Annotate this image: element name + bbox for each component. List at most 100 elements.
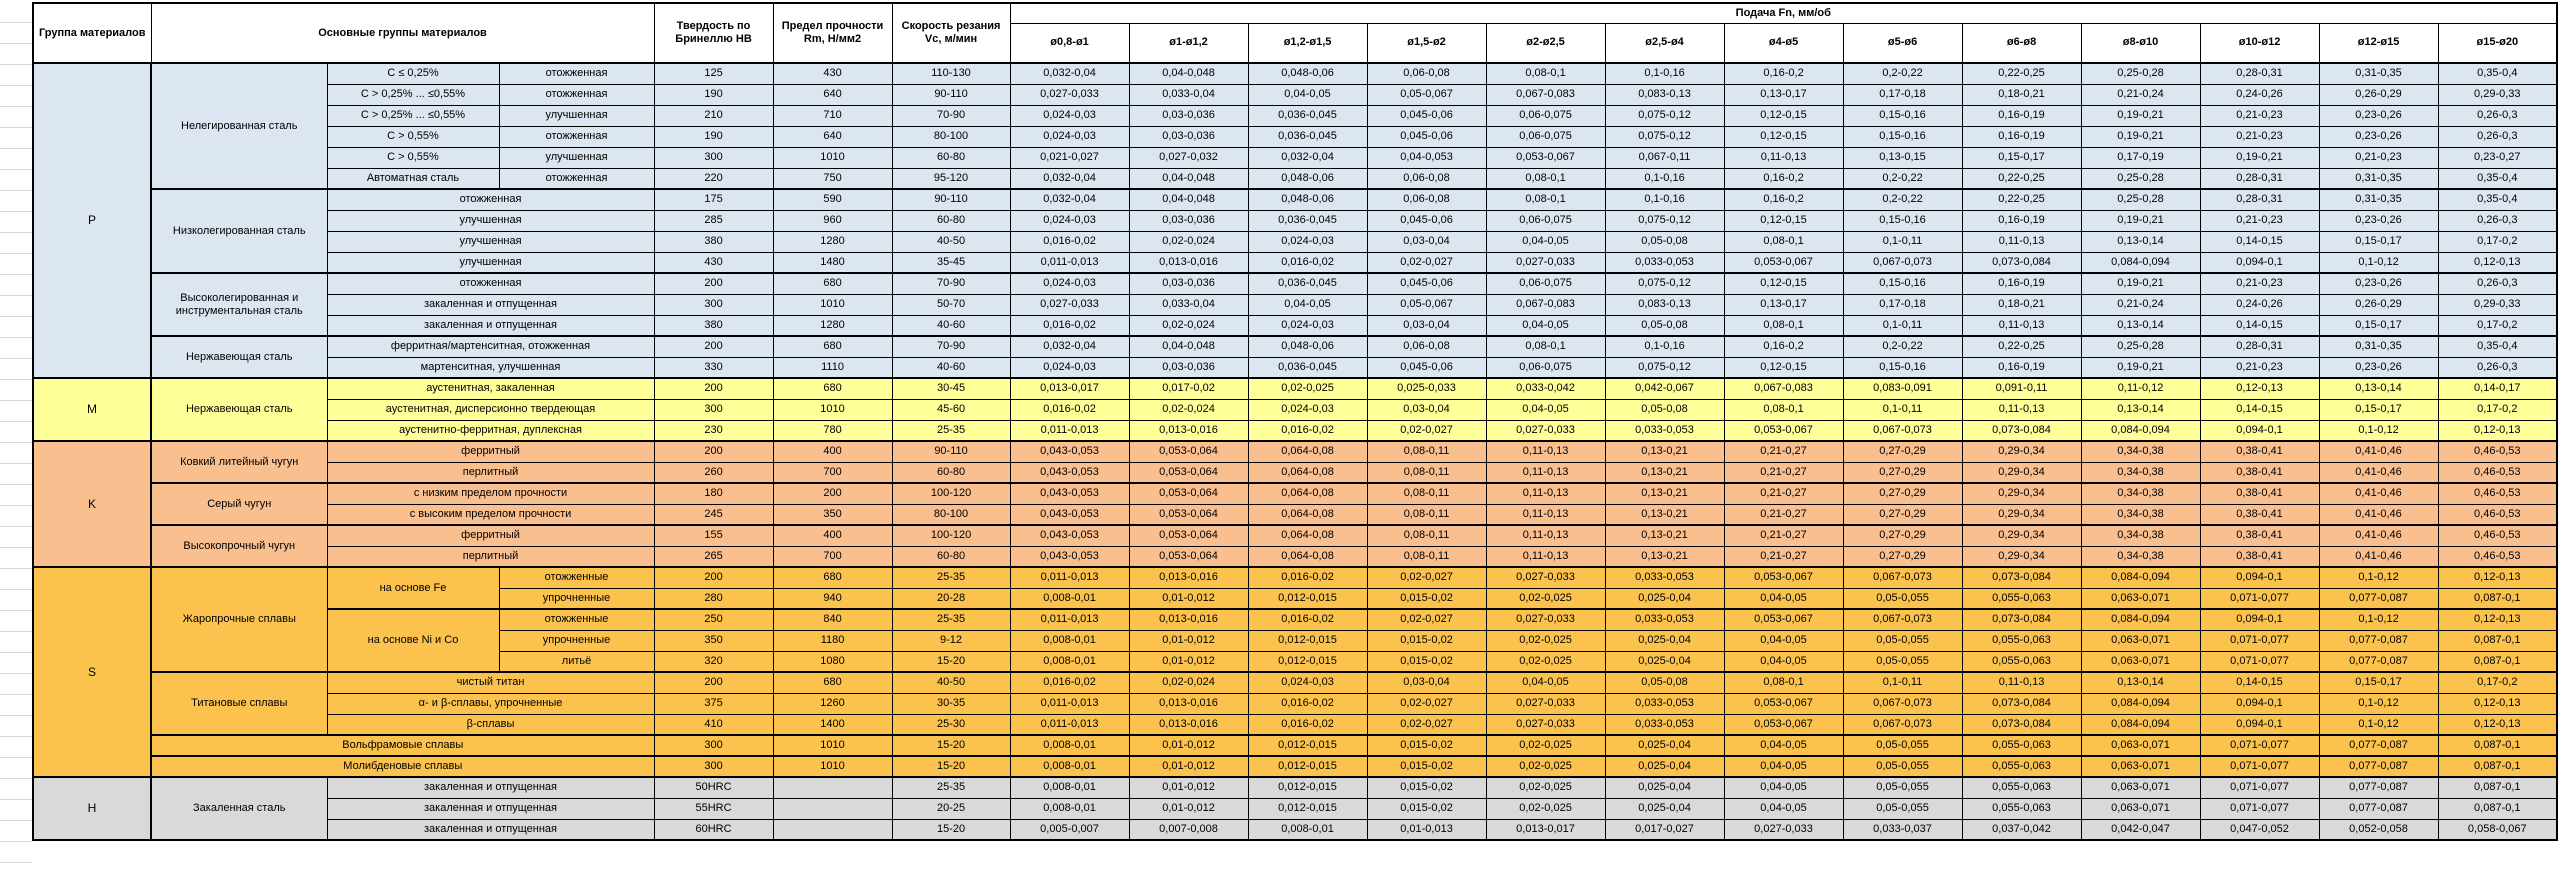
- feed-cell[interactable]: 0,033-0,053: [1604, 419, 1725, 442]
- feed-cell[interactable]: 0,013-0,016: [1128, 419, 1249, 442]
- material-label-cell[interactable]: Низколегированная сталь: [150, 188, 328, 274]
- header-group[interactable]: Группа материалов: [32, 2, 152, 64]
- material-label-cell[interactable]: Закаленная сталь: [150, 776, 328, 841]
- feed-cell[interactable]: 0,1-0,16: [1604, 62, 1725, 85]
- feed-cell[interactable]: 0,094-0,1: [2199, 608, 2320, 631]
- hardness-cell[interactable]: 200: [653, 566, 774, 589]
- feed-cell[interactable]: 0,02-0,025: [1247, 377, 1368, 400]
- feed-cell[interactable]: 0,087-0,1: [2437, 734, 2558, 757]
- feed-cell[interactable]: 0,063-0,071: [2080, 755, 2201, 778]
- feed-cell[interactable]: 0,087-0,1: [2437, 797, 2558, 820]
- feed-cell[interactable]: 0,12-0,15: [1723, 356, 1844, 379]
- speed-cell[interactable]: 60-80: [891, 545, 1011, 568]
- feed-cell[interactable]: 0,033-0,053: [1604, 251, 1725, 274]
- feed-cell[interactable]: 0,15-0,16: [1842, 209, 1963, 232]
- feed-cell[interactable]: 0,15-0,16: [1842, 356, 1963, 379]
- feed-cell[interactable]: 0,027-0,033: [1485, 419, 1606, 442]
- feed-cell[interactable]: 0,048-0,06: [1247, 62, 1368, 85]
- feed-cell[interactable]: 0,084-0,094: [2080, 566, 2201, 589]
- material-label-cell[interactable]: ферритный: [326, 524, 655, 547]
- strength-cell[interactable]: 1010: [772, 146, 893, 169]
- feed-cell[interactable]: 0,015-0,02: [1366, 734, 1487, 757]
- material-label-cell[interactable]: отожженная: [498, 83, 655, 106]
- feed-cell[interactable]: 0,25-0,28: [2080, 335, 2201, 358]
- material-label-cell[interactable]: Ковкий литейный чугун: [150, 440, 328, 484]
- feed-cell[interactable]: 0,16-0,2: [1723, 188, 1844, 211]
- feed-cell[interactable]: 0,083-0,13: [1604, 293, 1725, 316]
- group-letter-cell[interactable]: H: [32, 776, 152, 841]
- feed-cell[interactable]: 0,016-0,02: [1247, 251, 1368, 274]
- feed-cell[interactable]: 0,012-0,015: [1247, 755, 1368, 778]
- material-label-cell[interactable]: отожженные: [498, 566, 655, 589]
- feed-cell[interactable]: 0,084-0,094: [2080, 713, 2201, 736]
- feed-cell[interactable]: 0,13-0,21: [1604, 482, 1725, 505]
- feed-cell[interactable]: 0,036-0,045: [1247, 104, 1368, 127]
- feed-cell[interactable]: 0,02-0,027: [1366, 566, 1487, 589]
- material-label-cell[interactable]: с низким пределом прочности: [326, 482, 655, 505]
- feed-cell[interactable]: 0,35-0,4: [2437, 335, 2558, 358]
- feed-cell[interactable]: 0,091-0,11: [1961, 377, 2082, 400]
- feed-cell[interactable]: 0,04-0,05: [1723, 650, 1844, 673]
- feed-cell[interactable]: 0,073-0,084: [1961, 251, 2082, 274]
- hardness-cell[interactable]: 250: [653, 608, 774, 631]
- feed-cell[interactable]: 0,008-0,01: [1009, 776, 1130, 799]
- feed-cell[interactable]: 0,29-0,33: [2437, 83, 2558, 106]
- feed-cell[interactable]: 0,042-0,067: [1604, 377, 1725, 400]
- feed-cell[interactable]: 0,02-0,025: [1485, 776, 1606, 799]
- strength-cell[interactable]: 640: [772, 125, 893, 148]
- speed-cell[interactable]: 70-90: [891, 104, 1011, 127]
- feed-cell[interactable]: 0,11-0,13: [1485, 524, 1606, 547]
- header-main-groups[interactable]: Основные группы материалов: [150, 2, 655, 64]
- feed-cell[interactable]: 0,064-0,08: [1247, 482, 1368, 505]
- feed-cell[interactable]: 0,075-0,12: [1604, 209, 1725, 232]
- feed-cell[interactable]: 0,34-0,38: [2080, 545, 2201, 568]
- speed-cell[interactable]: 30-35: [891, 692, 1011, 715]
- feed-cell[interactable]: 0,04-0,048: [1128, 335, 1249, 358]
- hardness-cell[interactable]: 200: [653, 671, 774, 694]
- feed-cell[interactable]: 0,31-0,35: [2318, 188, 2439, 211]
- feed-cell[interactable]: 0,016-0,02: [1009, 398, 1130, 421]
- feed-cell[interactable]: 0,13-0,14: [2080, 398, 2201, 421]
- feed-cell[interactable]: 0,1-0,12: [2318, 419, 2439, 442]
- strength-cell[interactable]: 1400: [772, 713, 893, 736]
- hardness-cell[interactable]: 200: [653, 377, 774, 400]
- feed-cell[interactable]: 0,31-0,35: [2318, 167, 2439, 190]
- feed-cell[interactable]: 0,087-0,1: [2437, 755, 2558, 778]
- feed-cell[interactable]: 0,047-0,052: [2199, 818, 2320, 841]
- strength-cell[interactable]: 680: [772, 377, 893, 400]
- feed-cell[interactable]: 0,05-0,055: [1842, 776, 1963, 799]
- strength-cell[interactable]: 680: [772, 566, 893, 589]
- feed-cell[interactable]: 0,037-0,042: [1961, 818, 2082, 841]
- material-label-cell[interactable]: β-сплавы: [326, 713, 655, 736]
- speed-cell[interactable]: 80-100: [891, 503, 1011, 526]
- strength-cell[interactable]: 700: [772, 545, 893, 568]
- feed-cell[interactable]: 0,17-0,19: [2080, 146, 2201, 169]
- feed-cell[interactable]: 0,075-0,12: [1604, 356, 1725, 379]
- feed-cell[interactable]: 0,21-0,27: [1723, 503, 1844, 526]
- feed-cell[interactable]: 0,087-0,1: [2437, 629, 2558, 652]
- material-label-cell[interactable]: ферритный: [326, 440, 655, 463]
- feed-cell[interactable]: 0,071-0,077: [2199, 650, 2320, 673]
- feed-cell[interactable]: 0,21-0,23: [2318, 146, 2439, 169]
- feed-cell[interactable]: 0,015-0,02: [1366, 629, 1487, 652]
- feed-cell[interactable]: 0,053-0,067: [1485, 146, 1606, 169]
- feed-cell[interactable]: 0,027-0,033: [1009, 83, 1130, 106]
- material-label-cell[interactable]: упрочненные: [498, 629, 655, 652]
- feed-cell[interactable]: 0,17-0,2: [2437, 230, 2558, 253]
- material-label-cell[interactable]: Титановые сплавы: [150, 671, 328, 736]
- feed-cell[interactable]: 0,03-0,036: [1128, 125, 1249, 148]
- hardness-cell[interactable]: 245: [653, 503, 774, 526]
- feed-cell[interactable]: 0,23-0,26: [2318, 125, 2439, 148]
- feed-cell[interactable]: 0,013-0,017: [1009, 377, 1130, 400]
- feed-cell[interactable]: 0,08-0,1: [1723, 230, 1844, 253]
- feed-cell[interactable]: 0,067-0,073: [1842, 419, 1963, 442]
- strength-cell[interactable]: 1180: [772, 629, 893, 652]
- feed-cell[interactable]: 0,053-0,064: [1128, 440, 1249, 463]
- feed-cell[interactable]: 0,2-0,22: [1842, 167, 1963, 190]
- speed-cell[interactable]: 70-90: [891, 335, 1011, 358]
- feed-cell[interactable]: 0,25-0,28: [2080, 167, 2201, 190]
- strength-cell[interactable]: 750: [772, 167, 893, 190]
- feed-cell[interactable]: 0,03-0,04: [1366, 671, 1487, 694]
- feed-cell[interactable]: 0,29-0,34: [1961, 524, 2082, 547]
- feed-cell[interactable]: 0,071-0,077: [2199, 734, 2320, 757]
